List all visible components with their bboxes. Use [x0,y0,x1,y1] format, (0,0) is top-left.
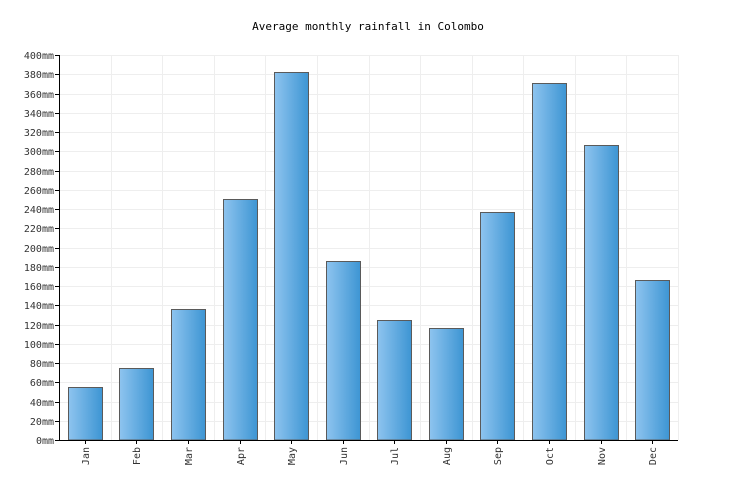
y-tick-label: 40mm [30,398,54,409]
x-tick-label: Dec [648,447,659,465]
y-tick-label: 220mm [24,224,54,235]
y-tick-label: 80mm [30,359,54,370]
x-tick-label: Jan [81,447,92,465]
y-tick-label: 0mm [36,436,54,447]
y-tick-label: 200mm [24,244,54,255]
bar-nov [584,145,619,441]
x-tick-label: Feb [132,447,143,465]
x-tick-labels: Jan Feb Mar Apr May Jun Jul Aug Sep Oct Nov Dec [81,447,659,465]
x-tick-label: Apr [236,447,247,465]
y-tick-label: 380mm [24,70,54,81]
y-tick-label: 20mm [30,417,54,428]
x-tick-label: Sep [493,447,504,465]
y-tick-label: 140mm [24,301,54,312]
y-tick-label: 320mm [24,128,54,139]
axes-layer [55,55,678,444]
x-tick-label: Oct [545,447,556,465]
y-tick-label: 360mm [24,90,54,101]
y-tick-label: 60mm [30,378,54,389]
x-tick-label: May [287,447,298,465]
chart-title: Average monthly rainfall in Colombo [252,20,484,33]
y-tick-label: 160mm [24,282,54,293]
bar-aug [429,328,464,441]
x-tick-label: Jun [339,447,350,465]
y-tick-label: 340mm [24,109,54,120]
bar-sep [480,212,515,441]
y-tick-label: 300mm [24,147,54,158]
bar-jun [326,261,361,441]
x-tick-label: Aug [442,447,453,465]
y-tick-labels: 0mm 20mm 40mm 60mm 80mm 100mm 120mm 140mm 160mm 1… [24,51,54,447]
bar-mar [171,309,206,441]
x-tick-label: Mar [184,447,195,465]
bar-feb [119,368,154,441]
y-tick-label: 120mm [24,321,54,332]
bar-dec [635,280,670,441]
bar-apr [223,199,258,441]
x-tick-label: Nov [597,447,608,465]
bar-may [274,72,309,441]
y-tick-label: 180mm [24,263,54,274]
y-tick-label: 280mm [24,167,54,178]
y-tick-label: 240mm [24,205,54,216]
y-tick-label: 260mm [24,186,54,197]
bar-oct [532,83,567,441]
bar-jul [377,320,412,441]
y-tick-label: 400mm [24,51,54,62]
bar-jan [68,387,103,441]
x-tick-label: Jul [390,447,401,465]
y-tick-label: 100mm [24,340,54,351]
